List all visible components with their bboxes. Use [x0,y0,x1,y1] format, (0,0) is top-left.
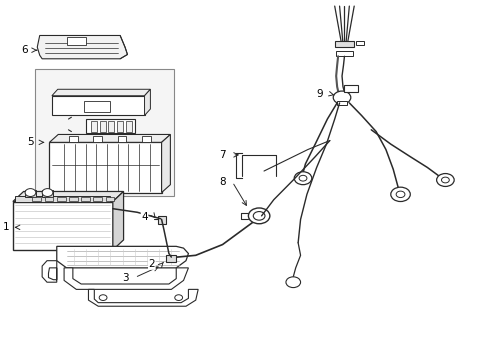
Bar [165,255,176,262]
Text: 2: 2 [148,259,155,269]
Circle shape [99,295,107,301]
Circle shape [390,187,409,202]
Bar [334,41,353,47]
Polygon shape [144,89,150,116]
Text: 3: 3 [122,273,128,283]
Bar [117,121,123,132]
Text: 5: 5 [27,138,34,147]
Polygon shape [52,89,150,96]
Text: 8: 8 [219,177,225,187]
Bar [13,202,113,250]
Bar [344,85,357,92]
Polygon shape [42,261,57,282]
Bar [126,121,132,132]
Bar [57,197,65,201]
Bar [105,197,114,201]
Bar [66,37,86,45]
Bar [158,216,165,224]
Circle shape [436,174,453,186]
Polygon shape [37,36,127,59]
Polygon shape [88,289,198,306]
Bar [91,121,97,132]
Polygon shape [64,268,188,289]
Bar [44,197,53,201]
Bar [15,197,110,202]
Circle shape [25,189,36,197]
Polygon shape [113,192,123,250]
Circle shape [248,208,269,224]
Bar [118,136,126,142]
Bar [69,197,78,201]
Bar [336,101,346,105]
Bar [84,101,110,112]
Bar [69,136,78,142]
Polygon shape [49,134,170,142]
Text: 4: 4 [141,212,147,221]
Text: 7: 7 [219,150,225,160]
Polygon shape [161,134,170,193]
Bar [86,119,135,134]
Bar [142,136,151,142]
Circle shape [332,91,350,104]
Bar [25,190,36,197]
Polygon shape [57,246,188,268]
Circle shape [42,189,53,197]
Bar [108,121,114,132]
Bar [32,197,41,201]
Circle shape [285,277,300,288]
Bar [81,197,90,201]
Bar [93,136,102,142]
Bar [49,142,161,193]
Text: 9: 9 [316,89,323,99]
Bar [52,96,144,116]
Bar [335,51,352,56]
Text: 6: 6 [21,45,27,55]
Bar [355,41,364,45]
Polygon shape [13,192,123,202]
Bar [42,190,53,197]
Text: 1: 1 [3,222,10,232]
Bar [93,197,102,201]
Circle shape [174,295,182,301]
Bar [100,121,105,132]
Bar [35,69,173,196]
Circle shape [294,172,311,185]
